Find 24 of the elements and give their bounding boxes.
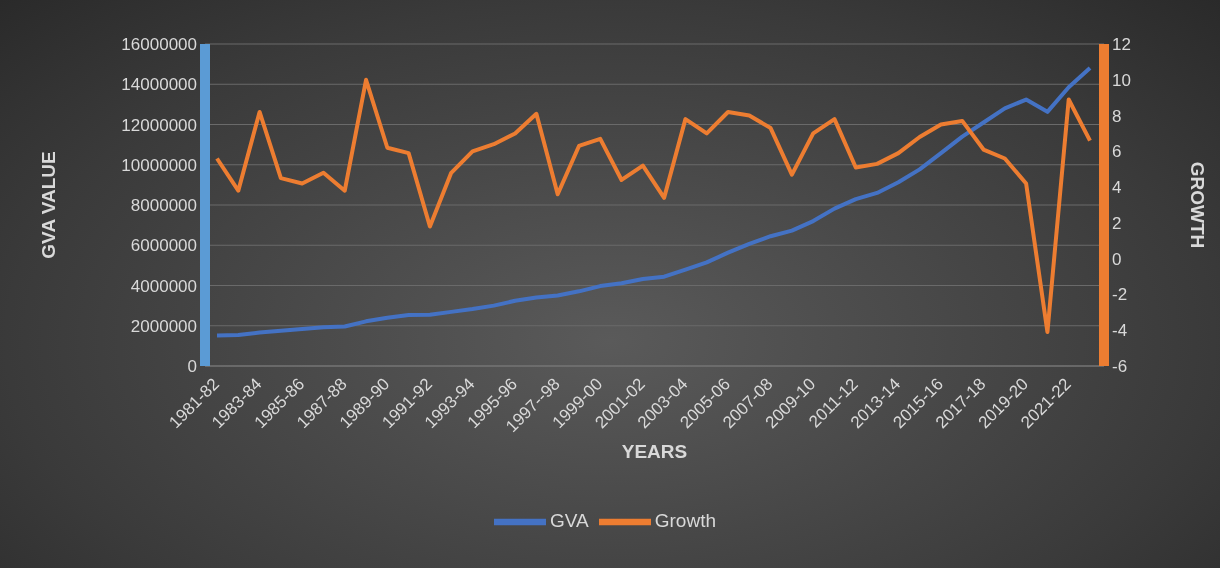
y-tick-label: 12000000 xyxy=(121,115,197,135)
y2-tick-label: 4 xyxy=(1112,178,1122,198)
y2-tick-label: 0 xyxy=(1112,249,1122,269)
y2-tick-label: 2 xyxy=(1112,213,1122,233)
legend-label: GVA xyxy=(550,510,589,532)
y-tick-label: 14000000 xyxy=(121,75,197,95)
y2-tick-label: -4 xyxy=(1112,321,1128,341)
y2-tick-label: 10 xyxy=(1112,70,1131,90)
y2-tick-label: 6 xyxy=(1112,142,1122,162)
y-tick-label: 0 xyxy=(187,357,197,377)
y2-tick-label: 8 xyxy=(1112,106,1122,126)
y-tick-label: 10000000 xyxy=(121,155,197,175)
x-axis-title: YEARS xyxy=(621,441,688,462)
y-tick-label: 8000000 xyxy=(130,196,197,216)
y2-tick-label: -2 xyxy=(1112,285,1128,305)
y2-tick-label: 12 xyxy=(1112,35,1131,55)
y-axis-title: GVA VALUE xyxy=(37,151,59,259)
y-tick-label: 2000000 xyxy=(130,316,197,336)
legend-label: Growth xyxy=(654,510,716,532)
y-tick-label: 16000000 xyxy=(121,35,197,55)
y2-axis-title: GROWTH xyxy=(1187,161,1209,249)
y-tick-label: 4000000 xyxy=(130,276,197,296)
y2-tick-label: -6 xyxy=(1112,357,1128,377)
y-tick-label: 6000000 xyxy=(130,236,197,256)
